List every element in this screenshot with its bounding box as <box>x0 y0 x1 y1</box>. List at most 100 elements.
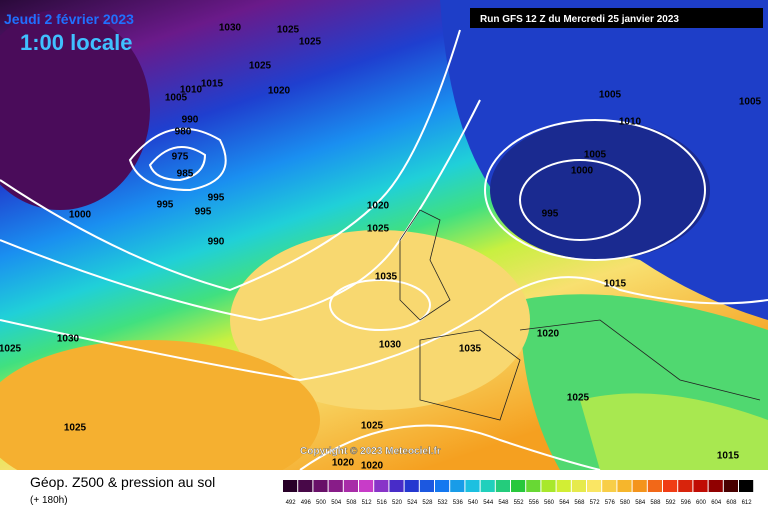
isobar-label: 1005 <box>739 97 762 108</box>
legend-swatch <box>450 480 465 492</box>
legend-swatch <box>617 480 632 492</box>
legend-swatch <box>571 480 586 492</box>
legend-swatch <box>359 480 374 492</box>
isobar-label: 1025 <box>277 25 300 36</box>
isobar-label: 1035 <box>375 272 398 283</box>
legend-swatch <box>495 480 510 492</box>
isobar-label: 1025 <box>361 421 384 432</box>
legend-label: 600 <box>696 500 707 506</box>
isobar-label: 1000 <box>571 166 594 177</box>
legend-swatch <box>313 480 328 492</box>
legend-label: 492 <box>286 500 297 506</box>
legend-swatch <box>541 480 556 492</box>
legend-swatch <box>678 480 693 492</box>
isobar <box>148 146 207 182</box>
legend-swatch <box>723 480 738 492</box>
isobar-label: 1035 <box>459 344 482 355</box>
legend-label: 540 <box>468 500 479 506</box>
isobar-label: 995 <box>208 193 225 204</box>
legend-swatch <box>298 480 313 492</box>
map-area <box>0 0 768 500</box>
legend-swatch <box>465 480 480 492</box>
isobar <box>299 424 601 471</box>
legend-label: 536 <box>453 500 464 506</box>
isobar <box>519 159 641 241</box>
legend-swatch <box>526 480 541 492</box>
legend-swatch <box>632 480 647 492</box>
legend-swatch <box>404 480 419 492</box>
legend-swatch <box>283 480 298 492</box>
legend-swatch <box>587 480 602 492</box>
isobar <box>329 279 431 331</box>
legend-swatch <box>708 480 723 492</box>
legend-label: 516 <box>377 500 388 506</box>
isobar-label: 995 <box>542 209 559 220</box>
legend-label: 608 <box>726 500 737 506</box>
isobar-label: 1015 <box>201 79 224 90</box>
legend-label: 548 <box>498 500 509 506</box>
cold-core <box>0 10 150 210</box>
legend-swatch <box>511 480 526 492</box>
legend-label: 512 <box>362 500 373 506</box>
isobar-label: 1010 <box>180 85 203 96</box>
legend-label: 504 <box>331 500 342 506</box>
legend-swatch <box>480 480 495 492</box>
isobar-label: 1020 <box>537 329 560 340</box>
isobar-label: 1020 <box>367 201 390 212</box>
isobar-label: 1025 <box>64 423 87 434</box>
run: Run GFS 12 Z du Mercredi 25 janvier 2023 <box>480 14 679 25</box>
legend-label: 564 <box>559 500 570 506</box>
isobar-label: 1025 <box>249 61 272 72</box>
legend-label: 528 <box>422 500 433 506</box>
isobar-label: 1020 <box>332 458 355 469</box>
legend-swatch <box>693 480 708 492</box>
legend-label: 508 <box>346 500 357 506</box>
isobar <box>0 276 768 382</box>
legend-label: 524 <box>407 500 418 506</box>
isobar <box>128 127 227 192</box>
isobar-label: 1005 <box>584 150 607 161</box>
footer-title: Géop. Z500 & pression au sol <box>30 474 215 490</box>
legend-label: 580 <box>620 500 631 506</box>
legend-swatch <box>419 480 434 492</box>
isobar <box>484 119 706 261</box>
legend-label: 596 <box>681 500 692 506</box>
high-area <box>230 230 530 410</box>
isobar-label: 1005 <box>599 90 622 101</box>
isobar-label: 995 <box>157 200 174 211</box>
isobar-label: 975 <box>172 152 189 163</box>
run-box <box>470 8 763 28</box>
legend-label: 592 <box>666 500 677 506</box>
legend-swatch <box>663 480 678 492</box>
isobar-label: 995 <box>195 207 212 218</box>
legend-label: 568 <box>574 500 585 506</box>
isobar-label: 1025 <box>0 344 22 355</box>
legend-swatch <box>602 480 617 492</box>
legend-swatch <box>556 480 571 492</box>
legend-label: 604 <box>711 500 722 506</box>
warm-area <box>0 340 320 500</box>
isobar-label: 1025 <box>299 37 322 48</box>
legend-swatch <box>389 480 404 492</box>
isobar-label: 1030 <box>57 334 80 345</box>
isobar-label: 1025 <box>367 224 390 235</box>
legend-swatch <box>374 480 389 492</box>
legend-label: 500 <box>316 500 327 506</box>
isobar <box>0 99 481 322</box>
legend-swatch <box>328 480 343 492</box>
isobar-label: 1010 <box>619 117 642 128</box>
isobar-label: 1030 <box>379 340 402 351</box>
legend-label: 584 <box>635 500 646 506</box>
isobar <box>0 29 461 292</box>
green-light <box>580 393 768 470</box>
isobar-label: 1025 <box>567 393 590 404</box>
legend-label: 520 <box>392 500 403 506</box>
date: Jeudi 2 février 2023 <box>4 11 134 27</box>
legend-label: 556 <box>529 500 540 506</box>
legend-swatch <box>343 480 358 492</box>
legend-label: 532 <box>438 500 449 506</box>
time: 1:00 locale <box>20 30 133 55</box>
legend-label: 552 <box>514 500 525 506</box>
legend-label: 588 <box>650 500 661 506</box>
